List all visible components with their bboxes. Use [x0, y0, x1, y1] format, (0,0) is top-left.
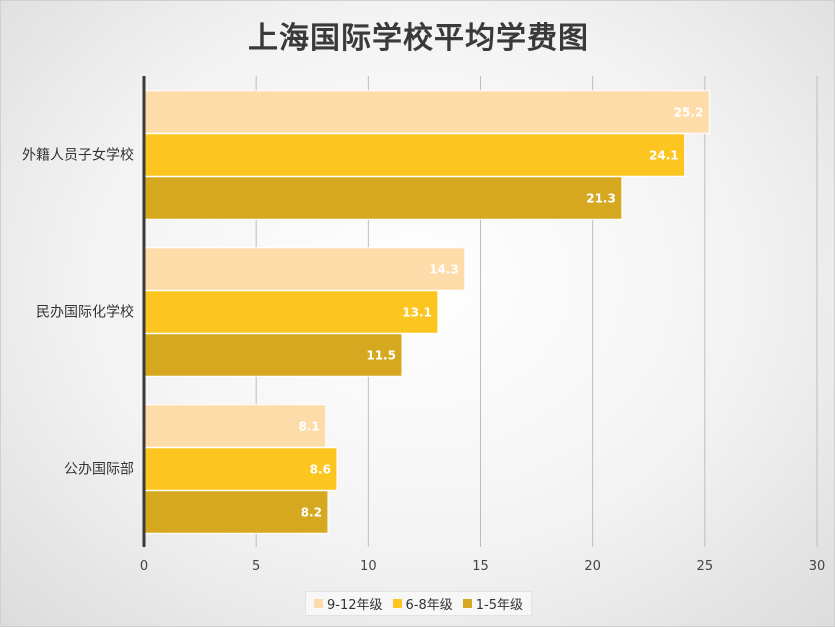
- category-label: 民办国际化学校: [36, 304, 134, 321]
- legend-label: 9-12年级: [327, 598, 383, 613]
- data-label: 25.2: [674, 106, 704, 120]
- bar: [143, 490, 329, 534]
- x-tick-label: 0: [140, 559, 148, 574]
- bar: [143, 90, 710, 134]
- x-tick-label: 20: [584, 559, 601, 574]
- legend: 9-12年级 6-8年级 1-5年级: [1, 591, 835, 616]
- bar: [143, 133, 686, 177]
- bar: [143, 247, 466, 291]
- data-label: 8.6: [310, 463, 331, 477]
- bar: [143, 176, 623, 220]
- x-tick-label: 25: [697, 559, 714, 574]
- legend-swatch: [314, 599, 323, 608]
- legend-item: 9-12年级: [314, 594, 383, 613]
- data-label: 11.5: [366, 349, 396, 363]
- legend-label: 6-8年级: [405, 598, 453, 613]
- category-label: 公办国际部: [64, 462, 134, 478]
- legend-item: 6-8年级: [392, 594, 453, 613]
- bar: [143, 447, 338, 491]
- bar: [143, 404, 327, 448]
- data-label: 8.1: [298, 420, 319, 434]
- legend-box: 9-12年级 6-8年级 1-5年级: [305, 591, 532, 616]
- data-label: 21.3: [586, 192, 616, 206]
- x-tick-label: 15: [472, 559, 489, 574]
- legend-swatch: [462, 599, 472, 608]
- data-label: 8.2: [301, 506, 322, 520]
- legend-swatch: [392, 599, 402, 608]
- data-label: 24.1: [649, 149, 679, 163]
- bar: [143, 290, 439, 334]
- chart-title: 上海国际学校平均学费图: [248, 21, 589, 56]
- data-label: 14.3: [429, 263, 459, 277]
- data-label: 13.1: [402, 306, 432, 320]
- legend-item: 1-5年级: [462, 594, 523, 613]
- x-tick-label: 10: [360, 559, 377, 574]
- legend-label: 1-5年级: [475, 598, 523, 613]
- x-tick-label: 30: [809, 559, 826, 574]
- x-tick-label: 5: [252, 559, 260, 574]
- category-label: 外籍人员子女学校: [22, 147, 134, 164]
- bar: [143, 333, 403, 377]
